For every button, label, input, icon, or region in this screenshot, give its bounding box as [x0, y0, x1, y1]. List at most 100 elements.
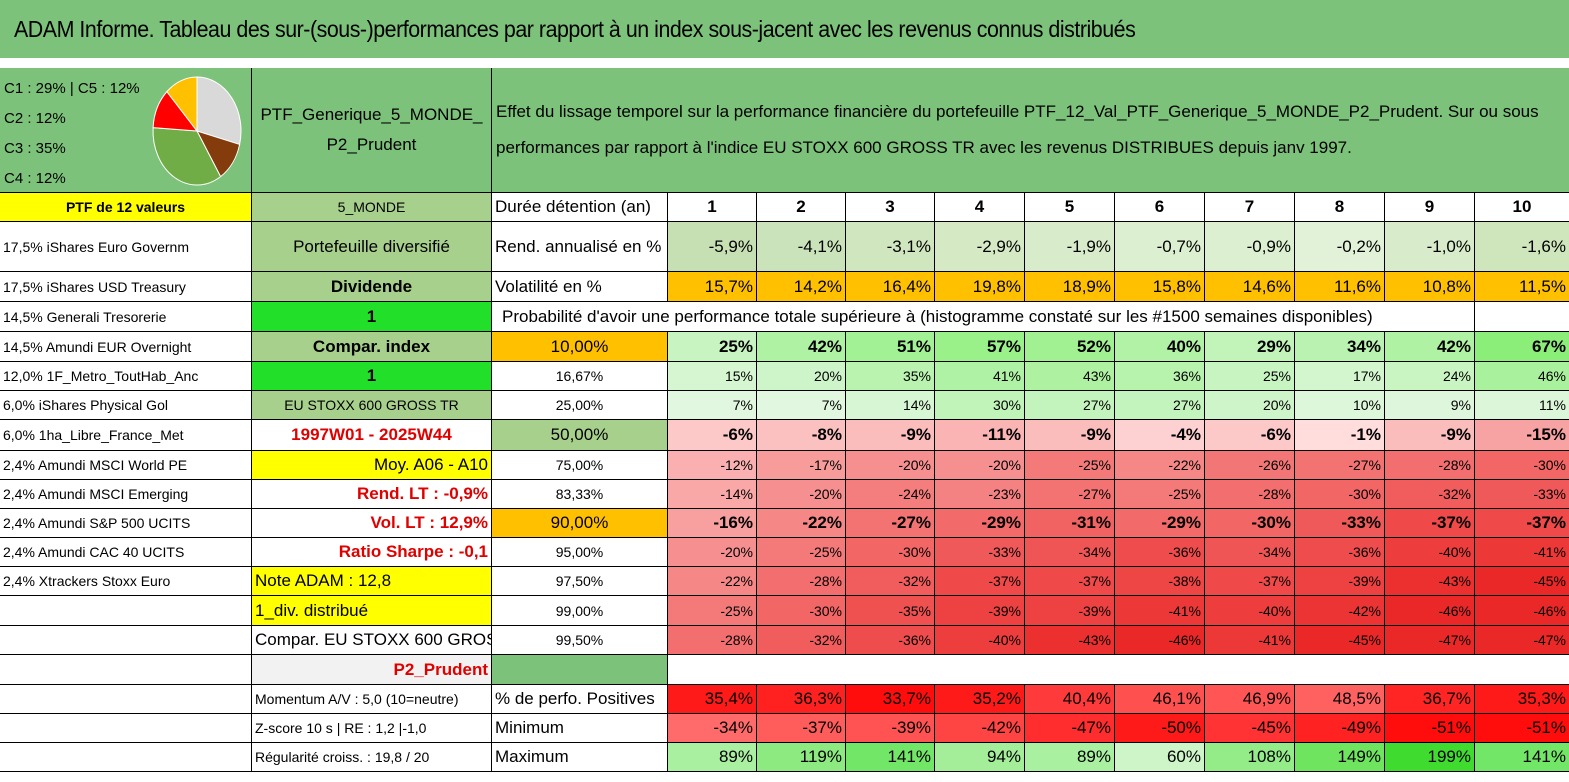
year-header: 1 — [668, 193, 757, 222]
threshold: 95,00% — [492, 538, 668, 567]
prob-value: -25% — [1115, 480, 1205, 509]
category: 5_MONDE — [252, 193, 492, 222]
year-header: 10 — [1475, 193, 1569, 222]
max-value: 89% — [1025, 743, 1115, 772]
prob-value: 14% — [846, 391, 935, 420]
page-title: ADAM Informe. Tableau des sur-(sous-)per… — [14, 16, 1136, 42]
rend-value: -1,6% — [1475, 222, 1569, 272]
min-value: -42% — [935, 714, 1025, 743]
prob-value: 27% — [1115, 391, 1205, 420]
prob-value: 52% — [1025, 332, 1115, 362]
prob-value: 17% — [1295, 362, 1385, 391]
prob-value: -17% — [757, 451, 846, 480]
prob-value: 15% — [668, 362, 757, 391]
holding-item: 12,0% 1F_Metro_ToutHab_Anc — [0, 362, 252, 391]
min-value: -50% — [1115, 714, 1205, 743]
holding-item: 6,0% 1ha_Libre_France_Met — [0, 420, 252, 451]
prob-value: -33% — [1475, 480, 1569, 509]
holding-item: 2,4% Amundi CAC 40 UCITS — [0, 538, 252, 567]
max-value: 89% — [668, 743, 757, 772]
holding-item: 17,5% iShares USD Treasury — [0, 272, 252, 302]
empty-cell — [492, 655, 668, 685]
empty-cell — [0, 685, 252, 714]
prob-value: -39% — [935, 596, 1025, 626]
vol-value: 14,6% — [1205, 272, 1295, 302]
prob-value: 43% — [1025, 362, 1115, 391]
prob-value: -20% — [935, 451, 1025, 480]
prob-value: 10% — [1295, 391, 1385, 420]
vol-label: Volatilité en % — [492, 272, 668, 302]
prob-value: -6% — [1205, 420, 1295, 451]
holding-item: 2,4% Amundi S&P 500 UCITS — [0, 509, 252, 538]
max-value: 199% — [1385, 743, 1475, 772]
prob-value: -20% — [846, 451, 935, 480]
prob-value: -30% — [1475, 451, 1569, 480]
prob-value: -34% — [1025, 538, 1115, 567]
dividend-value: 1 — [252, 302, 492, 332]
rend-value: -4,1% — [757, 222, 846, 272]
holding-item: 2,4% Amundi MSCI Emerging — [0, 480, 252, 509]
min-value: -51% — [1385, 714, 1475, 743]
empty-cell — [0, 655, 252, 685]
prob-value: -28% — [1385, 451, 1475, 480]
prob-value: 46% — [1475, 362, 1569, 391]
prob-value: -42% — [1295, 596, 1385, 626]
holding-item: 6,0% iShares Physical Gol — [0, 391, 252, 420]
prob-value: -9% — [1025, 420, 1115, 451]
prob-value: -4% — [1115, 420, 1205, 451]
prob-value: -20% — [757, 480, 846, 509]
prob-value: -30% — [757, 596, 846, 626]
year-header: 2 — [757, 193, 846, 222]
pos-value: 40,4% — [1025, 685, 1115, 714]
prob-value: -14% — [668, 480, 757, 509]
portfolio-name: PTF_Generique_5_MONDE_P2_Prudent — [252, 68, 492, 193]
prob-value: -27% — [846, 509, 935, 538]
empty-cell — [668, 655, 1569, 685]
rend-value: -1,0% — [1385, 222, 1475, 272]
prob-value: 11% — [1475, 391, 1569, 420]
prob-value: 67% — [1475, 332, 1569, 362]
rend-value: -0,2% — [1295, 222, 1385, 272]
threshold: 99,50% — [492, 626, 668, 655]
prob-value: -32% — [757, 626, 846, 655]
prob-value: -36% — [846, 626, 935, 655]
pos-value: 46,9% — [1205, 685, 1295, 714]
prob-value: 29% — [1205, 332, 1295, 362]
empty-cell — [0, 714, 252, 743]
holding-item: 2,4% Amundi MSCI World PE — [0, 451, 252, 480]
threshold: 83,33% — [492, 480, 668, 509]
vol-value: 19,8% — [935, 272, 1025, 302]
prob-value: 42% — [757, 332, 846, 362]
year-header: 9 — [1385, 193, 1475, 222]
prob-value: -26% — [1205, 451, 1295, 480]
min-value: -34% — [668, 714, 757, 743]
max-value: 141% — [1475, 743, 1569, 772]
prob-value: -37% — [1025, 567, 1115, 596]
min-label: Minimum — [492, 714, 668, 743]
prob-value: -46% — [1385, 596, 1475, 626]
rend-value: -5,9% — [668, 222, 757, 272]
prob-value: -25% — [668, 596, 757, 626]
prob-value: -23% — [935, 480, 1025, 509]
pie-slice-c4 — [166, 76, 198, 133]
empty-cell — [0, 626, 252, 655]
prob-value: -39% — [1025, 596, 1115, 626]
threshold: 90,00% — [492, 509, 668, 538]
empty-cell — [0, 743, 252, 772]
pos-value: 48,5% — [1295, 685, 1385, 714]
compar-index-label: Compar. index — [252, 332, 492, 362]
rend-value: -0,7% — [1115, 222, 1205, 272]
year-header: 8 — [1295, 193, 1385, 222]
vol-value: 15,8% — [1115, 272, 1205, 302]
dividend-label: Dividende — [252, 272, 492, 302]
holdings-header: PTF de 12 valeurs — [0, 193, 252, 222]
prob-value: -25% — [1025, 451, 1115, 480]
pos-label: % de perfo. Positives — [492, 685, 668, 714]
pie-legend-item: C2 : 12% — [4, 110, 66, 127]
prob-value: 20% — [757, 362, 846, 391]
prob-value: -33% — [935, 538, 1025, 567]
prob-value: 27% — [1025, 391, 1115, 420]
pie-slice-c3 — [152, 127, 222, 186]
prob-value: -41% — [1475, 538, 1569, 567]
portfolio-type: Portefeuille diversifié — [252, 222, 492, 272]
